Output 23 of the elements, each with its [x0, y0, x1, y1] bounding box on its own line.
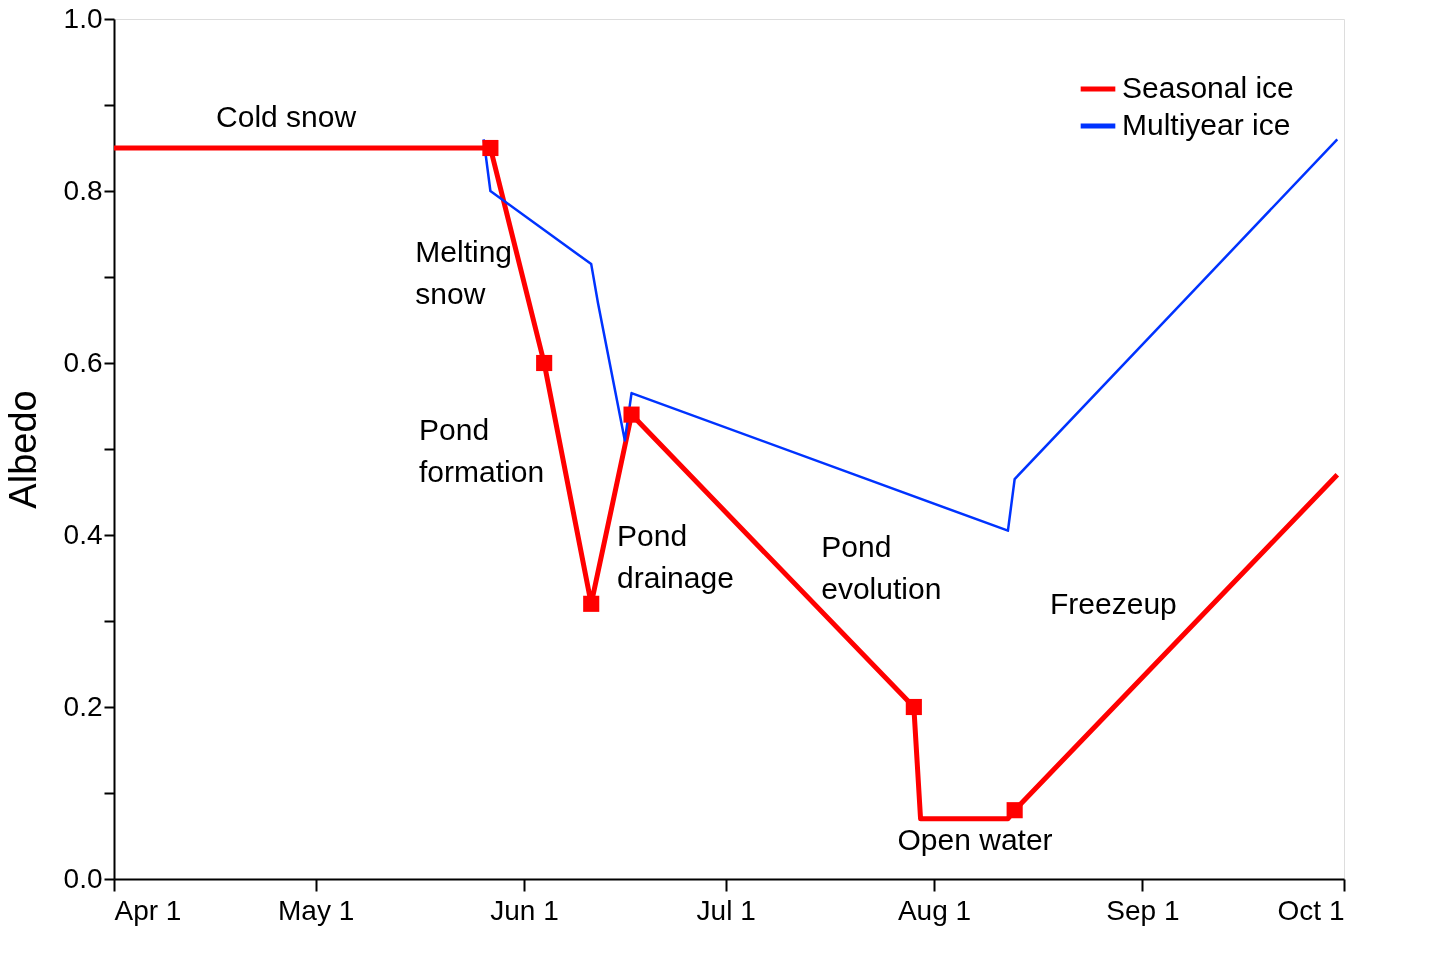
x-tick-label: Aug 1	[897, 894, 972, 926]
x-tick-label: Jun 1	[490, 894, 559, 926]
legend-label: Seasonal ice	[1122, 71, 1294, 104]
x-tick-label: May 1	[278, 894, 355, 926]
annotation: Freezeup	[1050, 587, 1177, 621]
x-tick-label: Jul 1	[696, 894, 756, 926]
annotation: Pond drainage	[617, 519, 734, 595]
y-tick-label: 0.6	[63, 346, 103, 378]
y-axis-title: Albedo	[1, 390, 44, 509]
annotation: Pond formation	[419, 413, 545, 489]
y-tick-label: 0.0	[63, 862, 103, 894]
annotation: Melting snow	[415, 235, 513, 311]
x-tick-label: Apr 1	[114, 894, 182, 926]
y-tick-label: 0.4	[63, 518, 103, 550]
legend-label: Multiyear ice	[1122, 108, 1291, 141]
annotation: Cold snow	[216, 100, 357, 134]
y-tick-label: 0.2	[63, 690, 103, 722]
x-tick-label: Sep 1	[1106, 894, 1180, 926]
annotation: Open water	[897, 822, 1053, 856]
x-tick-label: Oct 1	[1277, 894, 1345, 926]
y-tick-label: 1.0	[63, 2, 103, 34]
annotation: Pond evolution	[821, 530, 942, 606]
y-tick-label: 0.8	[63, 174, 103, 206]
